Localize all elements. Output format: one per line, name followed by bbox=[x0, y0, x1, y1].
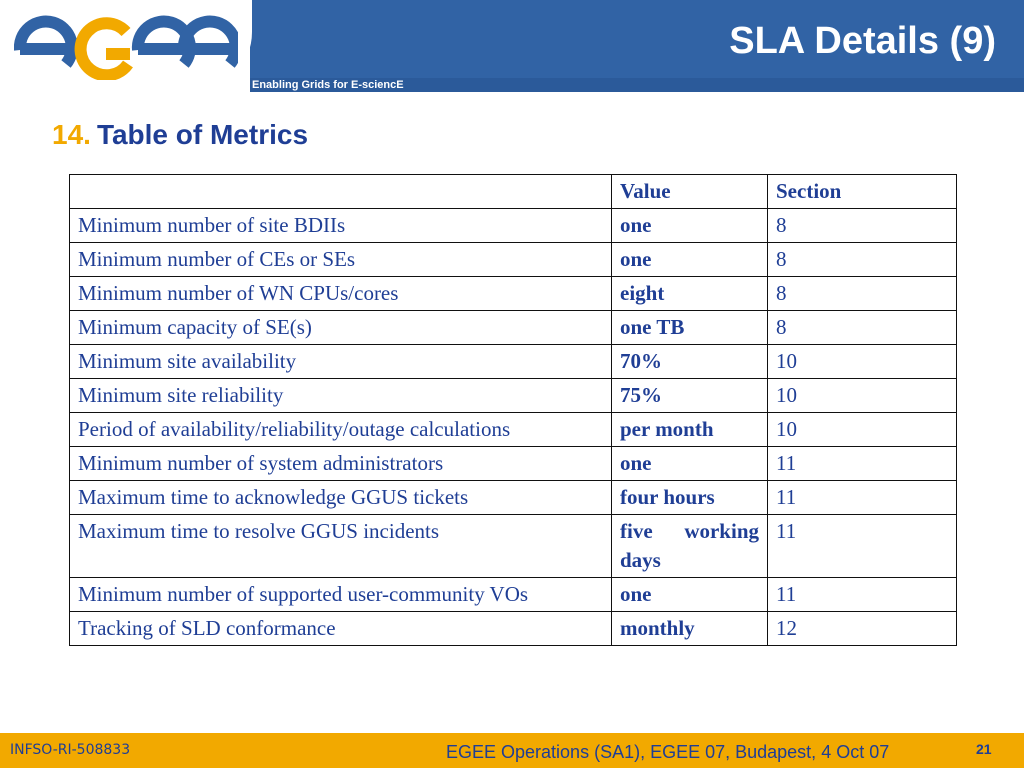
table-row: Minimum number of supported user-communi… bbox=[69, 577, 957, 612]
value-cell: one bbox=[611, 242, 768, 277]
header-cell-metric bbox=[69, 174, 612, 209]
header-cell-section: Section bbox=[767, 174, 957, 209]
value-cell: five working days bbox=[611, 514, 768, 578]
metric-cell: Maximum time to resolve GGUS incidents bbox=[69, 514, 612, 578]
table-row: Minimum number of system administrators … bbox=[69, 446, 957, 481]
value-cell: one bbox=[611, 446, 768, 481]
table-row: Maximum time to acknowledge GGUS tickets… bbox=[69, 480, 957, 515]
metric-cell: Period of availability/reliability/outag… bbox=[69, 412, 612, 447]
metric-cell: Minimum site reliability bbox=[69, 378, 612, 413]
header-bar bbox=[250, 0, 1024, 78]
table-row: Period of availability/reliability/outag… bbox=[69, 412, 957, 447]
section-cell: 11 bbox=[767, 514, 957, 578]
section-cell: 8 bbox=[767, 276, 957, 311]
section-cell: 12 bbox=[767, 611, 957, 646]
metric-cell: Minimum capacity of SE(s) bbox=[69, 310, 612, 345]
value-cell: four hours bbox=[611, 480, 768, 515]
table-row: Tracking of SLD conformance monthly 12 bbox=[69, 611, 957, 646]
table-row: Minimum site reliability 75% 10 bbox=[69, 378, 957, 413]
section-cell: 10 bbox=[767, 344, 957, 379]
table-row: Minimum number of site BDIIs one 8 bbox=[69, 208, 957, 243]
value-cell: one bbox=[611, 577, 768, 612]
page-number: 21 bbox=[976, 741, 992, 757]
section-cell: 10 bbox=[767, 378, 957, 413]
table-row: Minimum capacity of SE(s) one TB 8 bbox=[69, 310, 957, 345]
value-cell: eight bbox=[611, 276, 768, 311]
metric-cell: Minimum number of supported user-communi… bbox=[69, 577, 612, 612]
tagline: Enabling Grids for E-sciencE bbox=[252, 79, 404, 91]
metric-cell: Minimum site availability bbox=[69, 344, 612, 379]
table-row: Minimum site availability 70% 10 bbox=[69, 344, 957, 379]
section-number: 14. bbox=[52, 119, 91, 150]
section-heading: 14. Table of Metrics bbox=[52, 119, 308, 151]
value-cell: one TB bbox=[611, 310, 768, 345]
header-tagline-bar bbox=[250, 78, 1024, 92]
value-cell: one bbox=[611, 208, 768, 243]
table-row: Maximum time to resolve GGUS incidents f… bbox=[69, 514, 957, 578]
header-cell-value: Value bbox=[611, 174, 768, 209]
metrics-table: Value Section Minimum number of site BDI… bbox=[69, 174, 957, 646]
metric-cell: Minimum number of WN CPUs/cores bbox=[69, 276, 612, 311]
metric-cell: Maximum time to acknowledge GGUS tickets bbox=[69, 480, 612, 515]
footer-event: EGEE Operations (SA1), EGEE 07, Budapest… bbox=[446, 742, 890, 762]
slide-footer: INFSO-RI-508833 EGEE Operations (SA1), E… bbox=[0, 733, 1024, 768]
section-cell: 11 bbox=[767, 446, 957, 481]
footer-project-id: INFSO-RI-508833 bbox=[10, 742, 131, 758]
table-row: Minimum number of CEs or SEs one 8 bbox=[69, 242, 957, 277]
section-cell: 11 bbox=[767, 480, 957, 515]
metric-cell: Minimum number of site BDIIs bbox=[69, 208, 612, 243]
slide-header: SLA Details (9) Enabling Grids for E-sci… bbox=[0, 0, 1024, 92]
table-row: Minimum number of WN CPUs/cores eight 8 bbox=[69, 276, 957, 311]
section-title: Table of Metrics bbox=[96, 119, 309, 150]
section-cell: 8 bbox=[767, 310, 957, 345]
value-cell: 75% bbox=[611, 378, 768, 413]
value-cell: 70% bbox=[611, 344, 768, 379]
section-cell: 8 bbox=[767, 208, 957, 243]
metric-cell: Tracking of SLD conformance bbox=[69, 611, 612, 646]
slide-title: SLA Details (9) bbox=[729, 20, 996, 62]
section-cell: 11 bbox=[767, 577, 957, 612]
metric-cell: Minimum number of system administrators bbox=[69, 446, 612, 481]
metric-cell: Minimum number of CEs or SEs bbox=[69, 242, 612, 277]
value-cell: monthly bbox=[611, 611, 768, 646]
section-cell: 10 bbox=[767, 412, 957, 447]
egee-logo bbox=[14, 15, 238, 80]
table-header-row: Value Section bbox=[69, 174, 957, 209]
section-cell: 8 bbox=[767, 242, 957, 277]
value-cell: per month bbox=[611, 412, 768, 447]
